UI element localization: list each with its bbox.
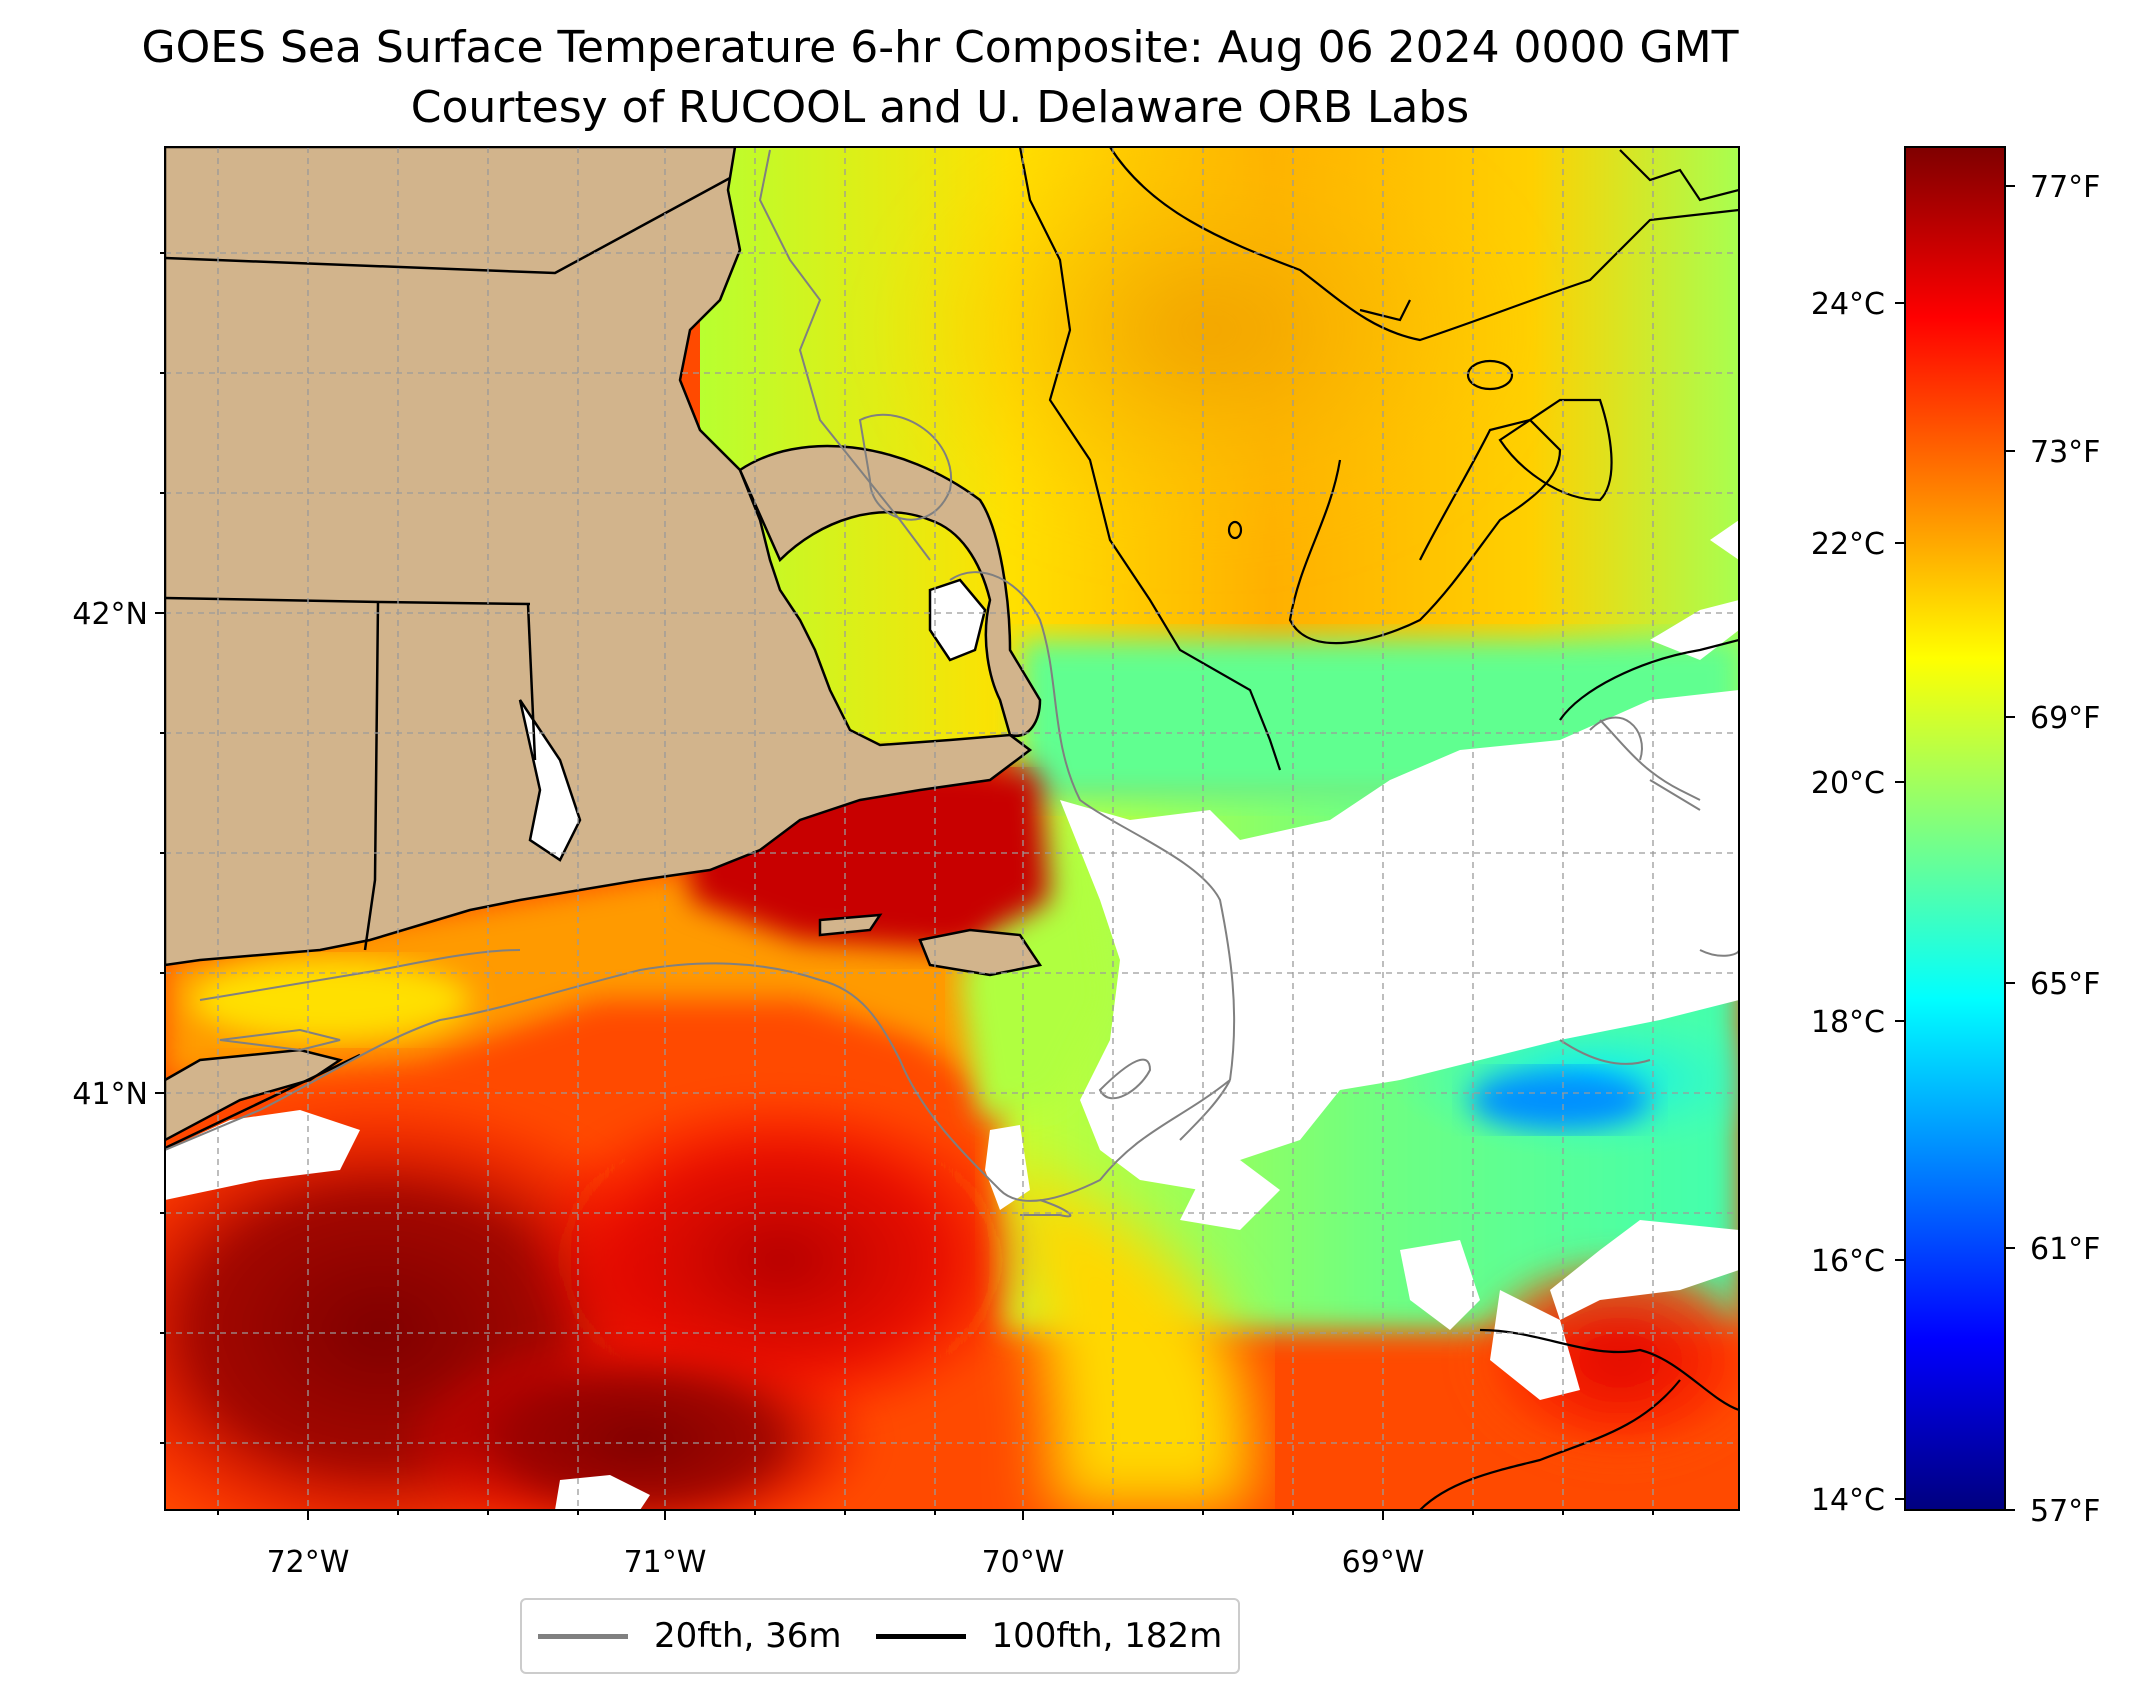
lon-tick-label: 70°W: [982, 1545, 1065, 1580]
lat-ticks: [155, 252, 165, 1444]
chart-title: GOES Sea Surface Temperature 6-hr Compos…: [141, 22, 1739, 73]
colorbar-fahrenheit-label: 65°F: [2030, 967, 2100, 1002]
legend-item-100fth: 100fth, 182m: [875, 1616, 1223, 1656]
colorbar-celsius-label: 22°C: [1811, 527, 1885, 562]
colorbar-celsius-label: 14°C: [1811, 1483, 1885, 1518]
legend-item-20fth: 20fth, 36m: [538, 1616, 842, 1656]
colorbar-celsius-label: 16°C: [1811, 1244, 1885, 1279]
lon-ticks: [217, 1510, 1654, 1520]
colorbar-celsius-label: 18°C: [1811, 1005, 1885, 1040]
colorbar-fahrenheit-ticks: [2005, 185, 2015, 1511]
map-frame: [164, 146, 1740, 1511]
colorbar-fahrenheit-label: 77°F: [2030, 170, 2100, 205]
colorbar-fahrenheit-label: 61°F: [2030, 1232, 2100, 1267]
lat-tick-label: 41°N: [72, 1077, 148, 1112]
colorbar-celsius-label: 20°C: [1811, 766, 1885, 801]
legend: 20fth, 36m 100fth, 182m: [520, 1598, 1241, 1674]
land: [165, 147, 1043, 1142]
colorbar-fahrenheit-label: 69°F: [2030, 701, 2100, 736]
colorbar-celsius-ticks: [1895, 302, 1905, 1500]
map-area: [165, 147, 1739, 1510]
gridlines: [165, 147, 1739, 1510]
colorbar-fahrenheit-label: 57°F: [2030, 1494, 2100, 1529]
bathymetry-20fth: [165, 149, 1739, 1218]
colorbar: [1904, 146, 2006, 1511]
chart-subtitle: Courtesy of RUCOOL and U. Delaware ORB L…: [410, 82, 1470, 133]
lat-tick-label: 42°N: [72, 597, 148, 632]
lon-tick-label: 72°W: [267, 1545, 350, 1580]
legend-swatch-gray-line-icon: [538, 1633, 628, 1639]
legend-label: 20fth, 36m: [654, 1616, 842, 1656]
legend-swatch-black-line-icon: [875, 1633, 966, 1639]
lon-tick-label: 69°W: [1342, 1545, 1425, 1580]
state-borders: [165, 176, 731, 1150]
bathymetry-100fth: [1018, 147, 1739, 1510]
legend-label: 100fth, 182m: [991, 1616, 1223, 1656]
lon-tick-label: 71°W: [624, 1545, 707, 1580]
colorbar-celsius-label: 24°C: [1811, 287, 1885, 322]
colorbar-fahrenheit-label: 73°F: [2030, 435, 2100, 470]
